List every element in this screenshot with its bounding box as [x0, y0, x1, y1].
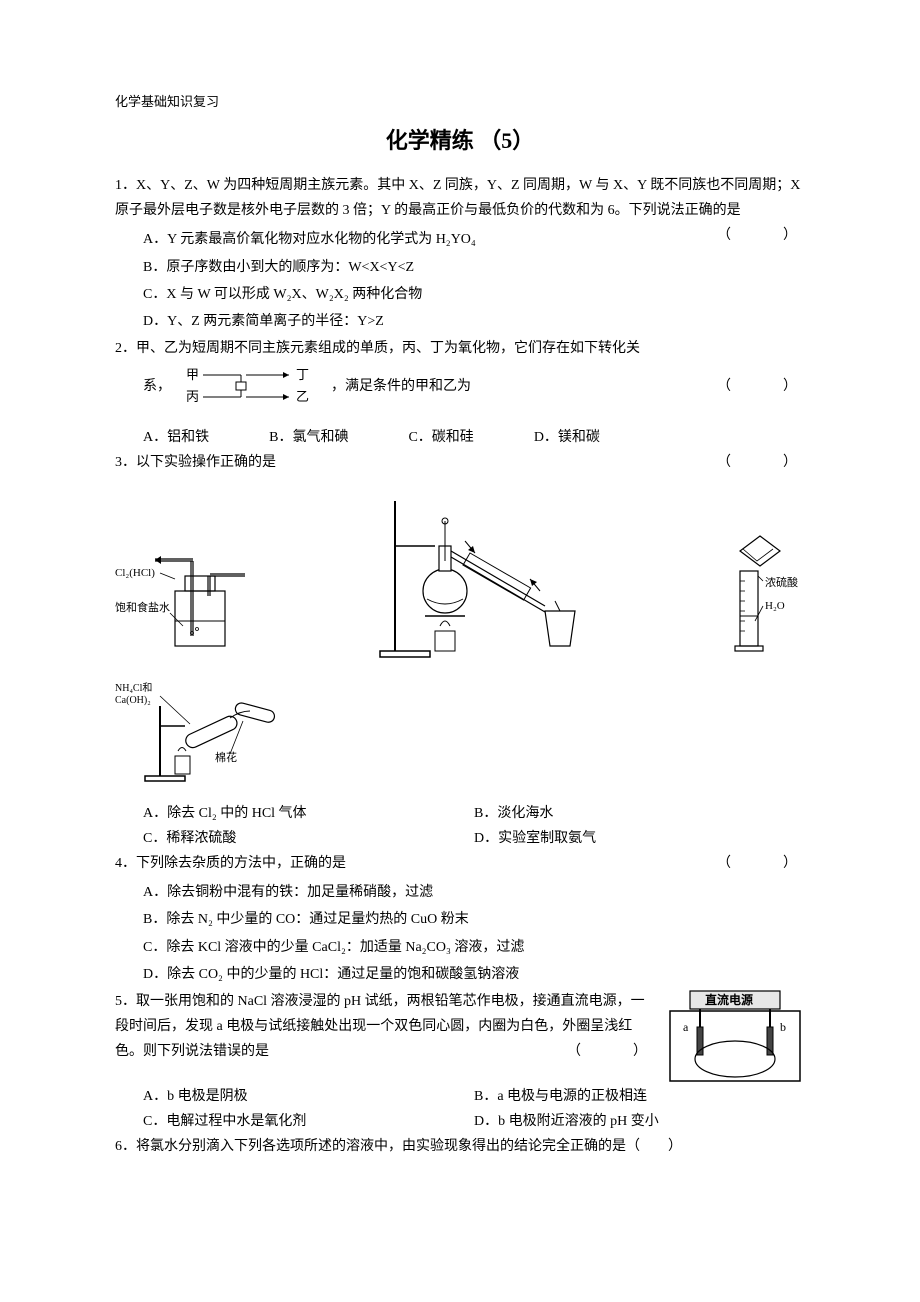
- svg-text:b: b: [780, 1020, 786, 1034]
- q3-opt-c: C．稀释浓硫酸: [143, 826, 474, 851]
- q3-text: 以下实验操作正确的是: [136, 455, 276, 470]
- q2-line2: 系， 甲 丙 丁 乙 ，满足条件的甲和乙为 （ ）: [115, 365, 805, 407]
- diag-bing: 丙: [186, 389, 199, 404]
- question-5: 5．取一张用饱和的 NaCl 溶液浸湿的 pH 试纸，两根铅笔芯作电极，接通直流…: [115, 989, 655, 1065]
- q3-paren: （ ）: [717, 450, 805, 475]
- svg-text:棉花: 棉花: [215, 750, 237, 764]
- q2-opt-d: D．镁和碳: [534, 425, 600, 450]
- q2-options: A．铝和铁 B．氯气和碘 C．碳和硅 D．镁和碳: [115, 425, 805, 450]
- question-5-wrap: 5．取一张用饱和的 NaCl 溶液浸湿的 pH 试纸，两根铅笔芯作电极，接通直流…: [115, 989, 805, 1084]
- svg-text:H₂O: H₂O: [765, 600, 785, 612]
- q2-text2-post: ，满足条件的甲和乙为: [331, 374, 471, 399]
- q5-opt-b: B．a 电极与电源的正极相连: [474, 1084, 805, 1109]
- q3-options-ab: A．除去 Cl₂ 中的 HCl 气体 B．淡化海水: [115, 801, 805, 826]
- q2-opt-c: C．碳和硅: [408, 425, 473, 450]
- q4-opt-d: D．除去 CO₂ 中的少量的 HCl：通过足量的饱和碳酸氢钠溶液: [115, 962, 805, 987]
- q2-reaction-diagram: 甲 丙 丁 乙: [181, 365, 321, 407]
- q2-opt-b: B．氯气和碘: [269, 425, 348, 450]
- q3-diagrams-row2: NH₄Cl和 Ca(OH)₂ 棉花: [115, 676, 805, 786]
- question-1: 1．X、Y、Z、W 为四种短周期主族元素。其中 X、Z 同族，Y、Z 同周期，W…: [115, 173, 805, 223]
- svg-text:浓硫酸: 浓硫酸: [765, 575, 798, 589]
- q3-opt-b: B．淡化海水: [474, 801, 805, 826]
- page-title: 化学精练 （5）: [115, 121, 805, 161]
- svg-text:Ca(OH)₂: Ca(OH)₂: [115, 695, 151, 706]
- diagram-ammonia: NH₄Cl和 Ca(OH)₂ 棉花: [115, 676, 295, 786]
- svg-text:a: a: [683, 1020, 689, 1034]
- q5-paren: （ ）: [567, 1039, 655, 1064]
- question-3: 3．以下实验操作正确的是 （ ）: [115, 450, 805, 475]
- diagram-dilution: 浓硫酸 H₂O: [715, 531, 805, 661]
- q4-paren: （ ）: [717, 851, 805, 876]
- q1-opt-c: C．X 与 W 可以形成 W₂X、W₂X₂ 两种化合物: [115, 282, 805, 307]
- q1-opt-a: A．Y 元素最高价氧化物对应水化物的化学式为 H₂YO₄: [115, 227, 805, 252]
- question-6: 6．将氯水分别滴入下列各选项所述的溶液中，由实验现象得出的结论完全正确的是（ ）: [115, 1134, 805, 1159]
- q2-opt-a: A．铝和铁: [143, 425, 209, 450]
- question-2: 2．甲、乙为短周期不同主族元素组成的单质，丙、丁为氧化物，它们存在如下转化关: [115, 336, 805, 361]
- q3-diagrams-row1: Cl₂(HCl) 饱和食盐水: [115, 491, 805, 661]
- q2-number: 2．: [115, 341, 136, 356]
- q4-opt-b: B．除去 N₂ 中少量的 CO：通过足量灼热的 CuO 粉末: [115, 907, 805, 932]
- q1-opt-b: B．原子序数由小到大的顺序为：W<X<Y<Z: [115, 255, 805, 280]
- q3-opt-a: A．除去 Cl₂ 中的 HCl 气体: [143, 801, 474, 826]
- q5-options-cd: C．电解过程中水是氧化剂 D．b 电极附近溶液的 pH 变小: [115, 1109, 805, 1134]
- q2-paren: （ ）: [717, 374, 805, 399]
- q1-number: 1．: [115, 178, 136, 193]
- q5-number: 5．: [115, 994, 136, 1009]
- diag-jia: 甲: [186, 367, 199, 382]
- q6-text: 将氯水分别滴入下列各选项所述的溶液中，由实验现象得出的结论完全正确的是（ ）: [136, 1139, 682, 1154]
- q3-number: 3．: [115, 455, 136, 470]
- question-4: 4．下列除去杂质的方法中，正确的是 （ ）: [115, 851, 805, 876]
- q5-opt-a: A．b 电极是阴极: [143, 1084, 474, 1109]
- q4-number: 4．: [115, 856, 136, 871]
- q3-options-cd: C．稀释浓硫酸 D．实验室制取氨气: [115, 826, 805, 851]
- q5-options-ab: A．b 电极是阴极 B．a 电极与电源的正极相连: [115, 1084, 805, 1109]
- svg-text:NH₄Cl和: NH₄Cl和: [115, 682, 152, 694]
- svg-text:直流电源: 直流电源: [705, 992, 753, 1007]
- q5-text: 取一张用饱和的 NaCl 溶液浸湿的 pH 试纸，两根铅笔芯作电极，接通直流电源…: [115, 994, 645, 1059]
- q1-paren: （ ）: [717, 223, 805, 248]
- q4-opt-a: A．除去铜粉中混有的铁：加足量稀硝酸，过滤: [115, 880, 805, 905]
- q2-text: 甲、乙为短周期不同主族元素组成的单质，丙、丁为氧化物，它们存在如下转化关: [136, 341, 640, 356]
- diagram-distillation: [365, 491, 615, 661]
- page-header: 化学基础知识复习: [115, 90, 805, 113]
- q5-opt-d: D．b 电极附近溶液的 pH 变小: [474, 1109, 805, 1134]
- q6-number: 6．: [115, 1139, 136, 1154]
- q5-circuit-diagram: 直流电源 a b: [665, 989, 805, 1084]
- q2-text2-pre: 系，: [143, 374, 171, 399]
- q4-opt-c: C．除去 KCl 溶液中的少量 CaCl₂：加适量 Na₂CO₃ 溶液，过滤: [115, 935, 805, 960]
- diag-yi: 乙: [296, 389, 309, 404]
- svg-text:Cl₂(HCl): Cl₂(HCl): [115, 567, 155, 579]
- svg-text:饱和食盐水: 饱和食盐水: [115, 600, 170, 614]
- q1-opt-d: D．Y、Z 两元素简单离子的半径：Y>Z: [115, 309, 805, 334]
- diag-ding: 丁: [296, 367, 309, 382]
- q3-opt-d: D．实验室制取氨气: [474, 826, 805, 851]
- q5-opt-c: C．电解过程中水是氧化剂: [143, 1109, 474, 1134]
- q1-text: X、Y、Z、W 为四种短周期主族元素。其中 X、Z 同族，Y、Z 同周期，W 与…: [115, 178, 800, 218]
- diagram-gas-washing: Cl₂(HCl) 饱和食盐水: [115, 541, 265, 661]
- q4-text: 下列除去杂质的方法中，正确的是: [136, 856, 346, 871]
